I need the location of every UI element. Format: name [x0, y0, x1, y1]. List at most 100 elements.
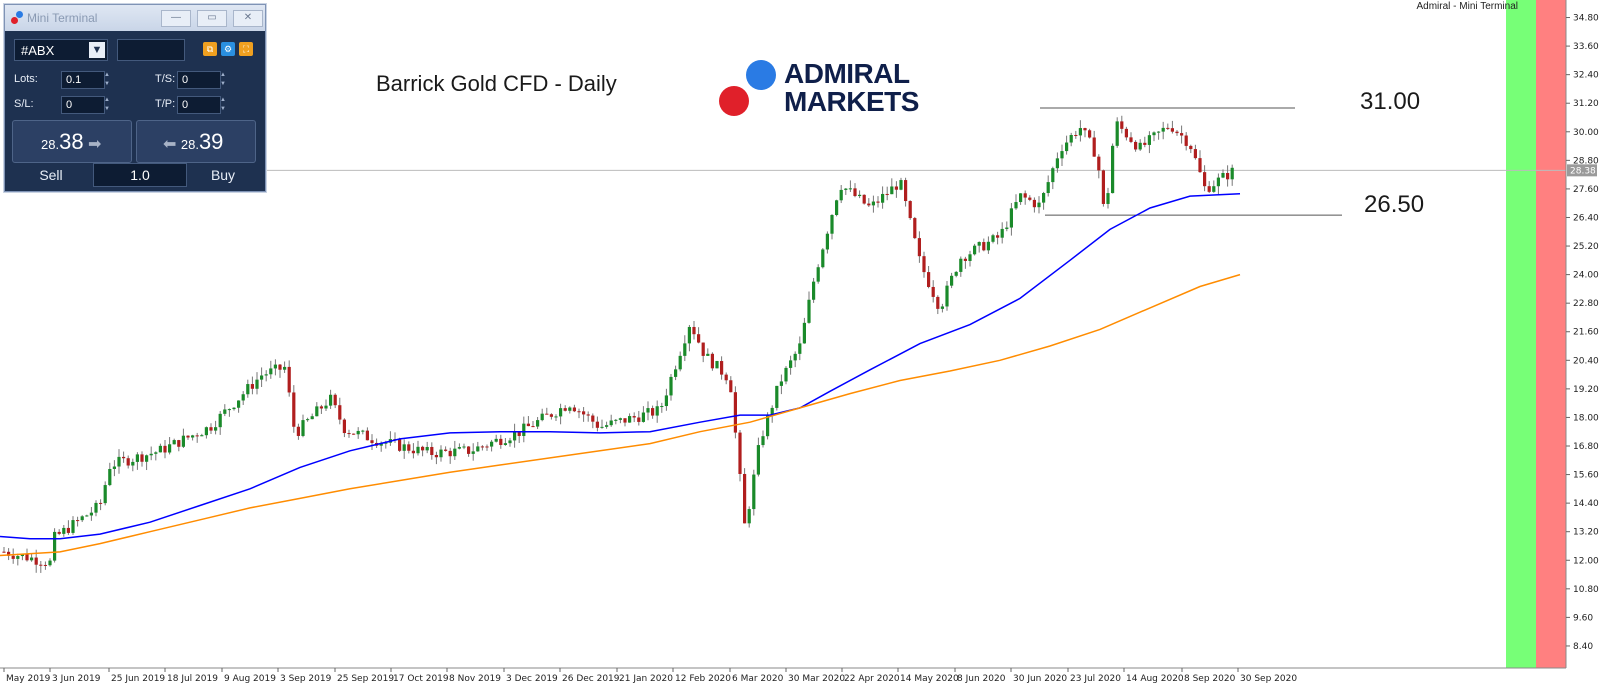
candle-body — [572, 407, 576, 412]
y-tick-label: 8.40 — [1573, 642, 1593, 652]
candle-body — [835, 200, 839, 216]
volume-input[interactable]: 1.0 — [93, 163, 187, 187]
candle-body — [135, 454, 139, 462]
candle-body — [913, 218, 917, 239]
candle-body — [508, 440, 512, 444]
sl-input[interactable]: 0 — [61, 96, 105, 114]
chevron-down-icon[interactable]: ▼ — [89, 42, 105, 58]
candle-body — [950, 275, 954, 286]
tp-input[interactable]: 0 — [177, 96, 221, 114]
candle-body — [448, 450, 452, 457]
candle-body — [844, 188, 848, 190]
candle-body — [287, 366, 291, 393]
candle-body — [204, 427, 208, 436]
candle-body — [1152, 132, 1156, 136]
arrow-right-icon: ➡ — [88, 136, 102, 153]
candle-body — [1212, 186, 1216, 192]
ts-input[interactable]: 0 — [177, 71, 221, 89]
candle-body — [1023, 193, 1027, 198]
candle-body — [894, 186, 898, 190]
candle-body — [237, 400, 241, 408]
candle-body — [1074, 134, 1078, 136]
candle-body — [637, 417, 641, 422]
candle-body — [600, 426, 604, 428]
candle-body — [329, 394, 333, 406]
candle-body — [586, 414, 590, 416]
lots-stepper[interactable]: ▲ ▼ — [104, 72, 110, 87]
mini-terminal[interactable]: Mini Terminal — ▭ ✕ #ABX ▼ ⧉ ⚙ ⛶ Lots: 0… — [4, 4, 266, 192]
candle-body — [361, 430, 365, 432]
symbol-select[interactable]: #ABX ▼ — [14, 39, 108, 61]
expand-icon[interactable]: ⛶ — [239, 42, 253, 56]
minimize-icon[interactable]: — — [161, 10, 191, 27]
candle-body — [117, 456, 121, 467]
tp-stepper[interactable]: ▲ ▼ — [220, 97, 226, 112]
buy-price-button[interactable]: ⬅ 28.39 — [136, 120, 256, 163]
candle-body — [802, 322, 806, 344]
y-tick-label: 30.00 — [1573, 128, 1599, 138]
candle-body — [770, 407, 774, 416]
candle-body — [559, 408, 563, 417]
sl-stepper[interactable]: ▲ ▼ — [104, 97, 110, 112]
comment-field[interactable] — [117, 39, 185, 61]
brand-logo: ADMIRAL MARKETS — [716, 58, 936, 120]
candle-body — [1175, 131, 1179, 134]
gear-icon[interactable]: ⚙ — [221, 42, 235, 56]
restore-icon[interactable]: ▭ — [197, 10, 227, 27]
sell-button[interactable]: Sell — [39, 167, 63, 183]
candle-body — [1134, 141, 1138, 150]
candle-body — [674, 369, 678, 377]
candle-body — [108, 468, 112, 486]
candle-body — [1032, 199, 1036, 208]
candle-body — [181, 435, 185, 447]
candle-body — [398, 439, 402, 451]
y-tick-label: 18.00 — [1573, 413, 1599, 423]
sell-price-button[interactable]: 28.38 ➡ — [12, 120, 132, 163]
candle-body — [439, 449, 443, 458]
y-tick-label: 13.20 — [1573, 528, 1599, 538]
y-tick-label: 10.80 — [1573, 585, 1599, 595]
x-tick-label: 12 Feb 2020 — [675, 674, 731, 684]
candle-body — [904, 180, 908, 202]
candle-body — [296, 426, 300, 436]
candle-body — [729, 380, 733, 393]
candle-body — [830, 215, 834, 234]
candle-body — [779, 381, 783, 386]
candle-body — [172, 440, 176, 445]
candle-body — [940, 306, 944, 309]
candle-body — [71, 520, 75, 533]
candle-body — [853, 188, 857, 197]
candle-body — [890, 186, 894, 195]
candle-body — [917, 238, 921, 257]
candle-body — [646, 408, 650, 413]
candle-body — [885, 193, 889, 195]
candle-body — [1055, 158, 1059, 169]
candle-body — [825, 233, 829, 250]
candle-body — [784, 367, 788, 382]
candle-body — [761, 436, 765, 446]
candle-body — [664, 395, 668, 407]
moving-average-line-orange — [0, 273, 1241, 557]
support-level-label: 26.50 — [1364, 191, 1425, 218]
candle-body — [1180, 133, 1184, 136]
candle-body — [701, 342, 705, 356]
copy-icon[interactable]: ⧉ — [203, 42, 217, 56]
mini-terminal-titlebar[interactable]: Mini Terminal — ▭ ✕ — [5, 5, 265, 31]
close-icon[interactable]: ✕ — [233, 10, 263, 27]
candle-body — [218, 413, 222, 428]
ts-stepper[interactable]: ▲ ▼ — [220, 72, 226, 87]
current-price-tag — [1567, 164, 1597, 177]
candle-body — [692, 326, 696, 335]
candle-body — [549, 414, 553, 417]
candle-body — [347, 433, 351, 435]
lots-input[interactable]: 0.1 — [61, 71, 105, 89]
candle-body — [1092, 137, 1096, 157]
candle-body — [503, 443, 507, 445]
buy-button[interactable]: Buy — [210, 167, 236, 183]
candle-body — [1198, 158, 1202, 173]
candle-body — [57, 531, 61, 534]
candle-body — [1019, 193, 1023, 203]
candle-body — [338, 405, 342, 420]
candle-body — [315, 406, 319, 417]
